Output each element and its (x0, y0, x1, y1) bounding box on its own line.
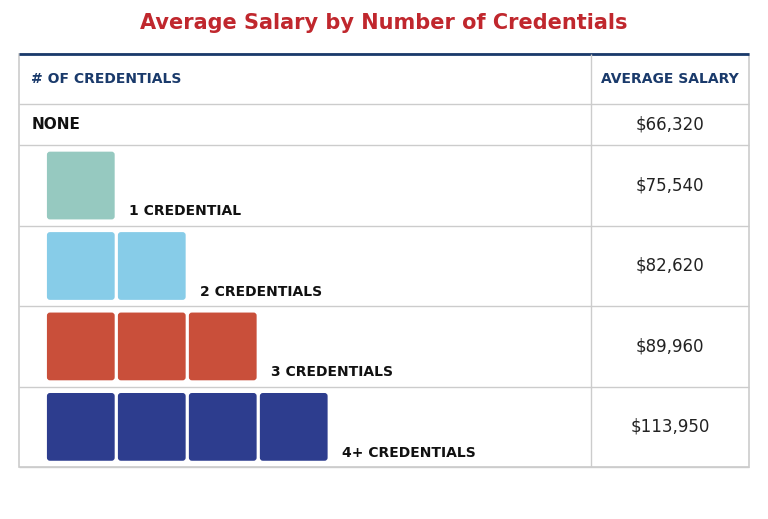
FancyBboxPatch shape (47, 393, 114, 461)
Text: 3 CREDENTIALS: 3 CREDENTIALS (271, 365, 393, 379)
Text: $82,620: $82,620 (636, 257, 704, 275)
FancyBboxPatch shape (260, 393, 328, 461)
Text: $113,950: $113,950 (631, 418, 710, 436)
Text: $75,540: $75,540 (636, 176, 704, 195)
Text: 2 CREDENTIALS: 2 CREDENTIALS (200, 285, 322, 299)
Text: NONE: NONE (31, 117, 80, 132)
Text: $66,320: $66,320 (636, 116, 704, 133)
Text: $89,960: $89,960 (636, 337, 704, 356)
FancyBboxPatch shape (47, 152, 114, 220)
Text: Average Salary by Number of Credentials: Average Salary by Number of Credentials (141, 13, 627, 33)
FancyBboxPatch shape (118, 312, 186, 380)
FancyBboxPatch shape (118, 232, 186, 300)
FancyBboxPatch shape (47, 312, 114, 380)
Text: AVERAGE SALARY: AVERAGE SALARY (601, 72, 739, 86)
FancyBboxPatch shape (118, 393, 186, 461)
FancyBboxPatch shape (47, 232, 114, 300)
Bar (19, 54, 749, 467)
Text: 1 CREDENTIAL: 1 CREDENTIAL (129, 204, 241, 218)
Text: # OF CREDENTIALS: # OF CREDENTIALS (31, 72, 181, 86)
Text: 4+ CREDENTIALS: 4+ CREDENTIALS (342, 446, 475, 460)
FancyBboxPatch shape (189, 393, 257, 461)
FancyBboxPatch shape (189, 312, 257, 380)
